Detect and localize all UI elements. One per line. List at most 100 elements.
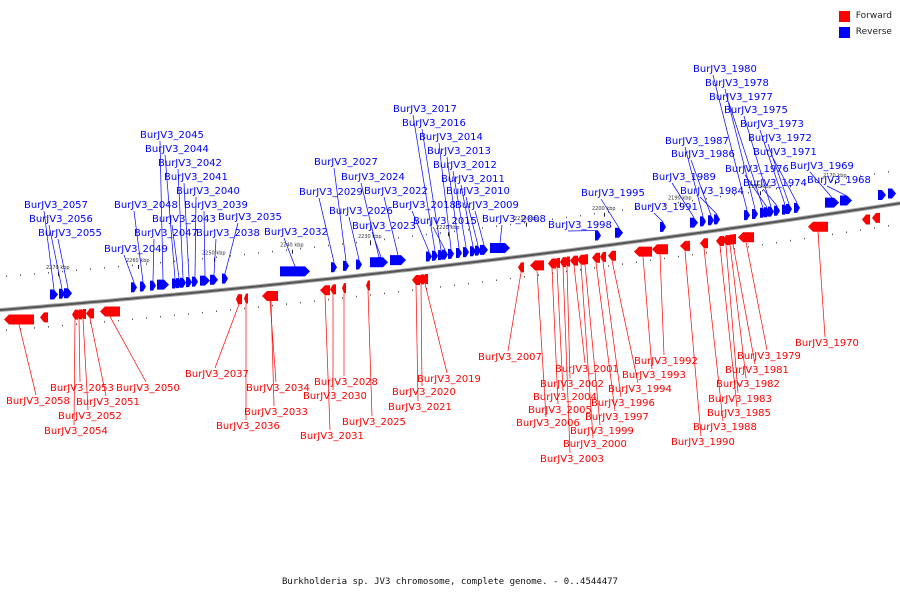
reverse-gene-arrow [744, 210, 750, 221]
reverse-gene-leader [690, 159, 712, 216]
forward-gene-label: BurJV3_2033 [244, 407, 308, 418]
reverse-gene-label: BurJV3_1978 [705, 78, 769, 89]
forward-gene-arrow [554, 257, 560, 268]
ruler-dot [146, 263, 147, 265]
forward-gene-arrow [872, 212, 880, 223]
forward-gene-leader [642, 256, 653, 370]
reverse-gene-leader [133, 210, 144, 282]
forward-gene-arrow [40, 312, 48, 323]
reverse-gene-arrow [378, 257, 384, 268]
forward-gene-leader [78, 319, 81, 383]
scale-tick-mark [58, 272, 59, 277]
reverse-gene-arrow [752, 208, 758, 219]
scale-tick-label: 2170 kbp [823, 173, 847, 179]
scale-tick-label: 2220 kbp [436, 225, 460, 231]
forward-gene-arrow [700, 238, 708, 249]
forward-gene-arrow [560, 257, 566, 268]
reverse-gene-leader [152, 238, 155, 281]
reverse-gene-leader [772, 157, 798, 204]
ruler-dot [160, 261, 161, 264]
ruler-dot [118, 265, 119, 268]
legend: Forward Reverse [838, 9, 892, 41]
reverse-gene-label: BurJV3_2032 [264, 227, 328, 238]
reverse-gene-arrow [700, 216, 706, 227]
reverse-gene-arrow [64, 288, 72, 299]
forward-gene-arrow [730, 234, 736, 245]
ruler-dot [524, 276, 525, 278]
ruler-dot [734, 247, 735, 250]
ruler-dot [482, 281, 483, 283]
ruler-dot [566, 270, 567, 273]
reverse-gene-label: BurJV3_2045 [140, 130, 204, 141]
ruler-dot [776, 241, 777, 244]
scale-tick-mark [680, 202, 681, 207]
reverse-gene-label: BurJV3_2055 [38, 228, 102, 239]
reverse-gene-label: BurJV3_1977 [709, 92, 773, 103]
forward-gene-leader [562, 267, 571, 454]
forward-gene-label: BurJV3_1993 [622, 370, 686, 381]
ruler-dot [874, 173, 875, 175]
ruler-dot [664, 257, 665, 260]
reverse-gene-label: BurJV3_1973 [740, 119, 804, 130]
ruler-dot [832, 233, 833, 236]
reverse-gene-arrow [432, 250, 438, 261]
ruler-dot [748, 191, 749, 194]
scale-tick-label: 2180 kbp [748, 184, 772, 190]
reverse-gene-leader [412, 114, 436, 251]
reverse-gene-arrow [595, 230, 601, 241]
reverse-gene-arrow [157, 279, 169, 290]
scale-tick-label: 2190 kbp [668, 196, 692, 202]
ruler-dot [48, 326, 49, 328]
ruler-dot [314, 300, 315, 302]
reverse-gene-label: BurJV3_2008 [482, 214, 546, 225]
legend-label-forward: Forward [855, 11, 892, 21]
ruler-dot [272, 250, 273, 253]
ruler-dot [482, 227, 483, 229]
ruler-dot [90, 322, 91, 324]
reverse-gene-arrow [200, 275, 210, 286]
reverse-gene-arrow [222, 273, 228, 284]
reverse-gene-arrow [456, 247, 462, 258]
forward-gene-leader [566, 266, 571, 379]
ruler-dot [440, 286, 441, 288]
reverse-gene-leader [348, 216, 360, 260]
forward-gene-leader [89, 318, 107, 397]
forward-gene-arrow [412, 274, 420, 285]
forward-gene-label: BurJV3_1997 [585, 412, 649, 423]
reverse-gene-arrow [878, 190, 886, 201]
reverse-gene-leader [48, 224, 63, 289]
reverse-gene-leader [809, 171, 833, 198]
ruler-dot [104, 267, 105, 269]
ruler-dot [76, 269, 77, 272]
forward-gene-arrow [422, 273, 428, 284]
reverse-gene-leader [452, 170, 467, 248]
reverse-gene-label: BurJV3_2022 [364, 186, 428, 197]
reverse-gene-label: BurJV3_2016 [402, 118, 466, 129]
reverse-gene-leader [728, 102, 764, 208]
ruler-dot [468, 282, 469, 285]
forward-gene-leader [214, 304, 240, 369]
reverse-gene-arrow [768, 206, 774, 217]
ruler-dot [174, 260, 175, 263]
forward-gene-arrow [634, 246, 652, 257]
reverse-gene-label: BurJV3_1986 [671, 149, 735, 160]
reverse-gene-label: BurJV3_1980 [693, 64, 757, 75]
forward-gene-leader [324, 295, 331, 431]
reverse-gene-arrow [714, 214, 720, 225]
legend-item-reverse: Reverse [838, 25, 892, 39]
reverse-gene-leader [123, 254, 135, 283]
ruler-dot [258, 252, 259, 254]
reverse-gene-label: BurJV3_2043 [152, 214, 216, 225]
forward-gene-arrow [600, 251, 606, 262]
reverse-gene-leader [411, 210, 430, 252]
ruler-dot [202, 311, 203, 314]
reverse-gene-leader [712, 74, 748, 211]
scale-tick-mark [292, 249, 293, 254]
scale-tick-label: 2210 kbp [514, 216, 538, 222]
forward-gene-leader [719, 245, 738, 408]
forward-gene-arrow [564, 256, 570, 267]
reverse-gene-arrow [840, 195, 852, 206]
reverse-gene-leader [499, 224, 503, 244]
reverse-gene-arrow [490, 242, 510, 253]
